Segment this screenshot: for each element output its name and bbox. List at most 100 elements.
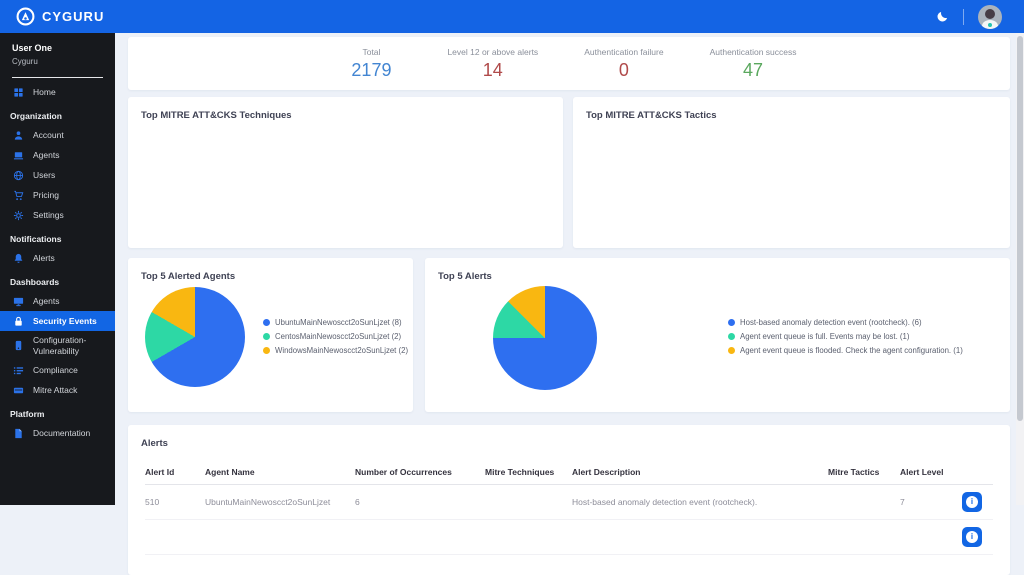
table-cell <box>205 519 355 555</box>
table-row: 510 UbuntuMainNewoscct2oSunLjzet 6 Host-bas… <box>145 484 993 520</box>
dark-mode-moon-icon[interactable] <box>936 10 949 23</box>
bell-icon <box>12 252 24 264</box>
stat-auth-failure: Authentication failure 0 <box>584 47 663 81</box>
sidebar-item-label: Mitre Attack <box>33 384 78 395</box>
sidebar-item-documentation[interactable]: Documentation <box>0 423 115 443</box>
sidebar-header-notifications: Notifications <box>10 234 62 244</box>
alerts-table-body: 510 UbuntuMainNewoscct2oSunLjzet 6 Host-bas… <box>145 484 993 555</box>
top-alerted-agents-panel: Top 5 Alerted Agents UbuntuMainNewoscct2… <box>128 258 413 412</box>
sidebar-item-label: Account <box>33 129 64 140</box>
sidebar-item-compliance[interactable]: Compliance <box>0 360 115 380</box>
legend-dot-icon <box>263 319 270 326</box>
column-header: Number of Occurrences <box>355 459 485 485</box>
laptop-icon <box>12 149 24 161</box>
alert-details-button[interactable]: i <box>962 492 982 512</box>
vertical-scrollbar[interactable] <box>1016 33 1024 505</box>
sidebar-item-alerts[interactable]: Alerts <box>0 248 115 268</box>
legend-dot-icon <box>263 347 270 354</box>
table-row: i <box>145 519 993 555</box>
sidebar-item-label: Agents <box>33 295 60 306</box>
sidebar-item-label: Configuration- Vulnerability <box>33 335 87 356</box>
alerted-agents-legend: UbuntuMainNewoscct2oSunLjzet (8) CentosMa… <box>263 318 408 355</box>
main-content: Total 2179 Level 12 or above alerts 14 A… <box>115 33 1024 575</box>
stats-summary-card: Total 2179 Level 12 or above alerts 14 A… <box>128 37 1010 90</box>
table-cell <box>828 484 900 520</box>
column-header: Alert Id <box>145 459 205 485</box>
sidebar-header-platform: Platform <box>10 409 45 420</box>
top-alerts-pie-chart[interactable] <box>493 286 597 390</box>
alerts-table: Alert Id Agent Name Number of Occurrences M… <box>145 459 993 555</box>
sidebar-item-users[interactable]: Users <box>0 165 115 185</box>
panel-title: Top MITRE ATT&CKS Tactics <box>586 110 717 121</box>
stat-label: Level 12 or above alerts <box>447 46 539 57</box>
column-header: Agent Name <box>205 459 355 485</box>
sidebar-item-label: Compliance <box>33 364 78 375</box>
sidebar-item-settings[interactable]: Settings <box>0 205 115 225</box>
alerts-table-header-row: Alert Id Agent Name Number of Occurrences M… <box>145 459 993 485</box>
stat-label: Total <box>362 46 381 57</box>
legend-item: Agent event queue is flooded. Check the … <box>728 346 963 355</box>
panel-title: Top MITRE ATT&CKS Techniques <box>141 110 292 121</box>
legend-item: Agent event queue is full. Events may be… <box>728 332 963 341</box>
top-navbar: CYGURU <box>0 0 1024 33</box>
mitre-tactics-panel: Top MITRE ATT&CKS Tactics <box>573 97 1010 248</box>
app-logo-icon <box>16 7 35 26</box>
top-alerts-panel: Top 5 Alerts Host-based anomaly detectio… <box>425 258 1010 412</box>
sidebar-user-org: Cyguru <box>12 57 38 66</box>
legend-item: WindowsMainNewoscct2oSunLjzet (2) <box>263 346 408 355</box>
legend-dot-icon <box>728 347 735 354</box>
column-header: Alert Level <box>900 459 962 485</box>
sidebar-item-configuration-vulnerability[interactable]: Configuration- Vulnerability <box>0 331 100 360</box>
scrollbar-thumb[interactable] <box>1017 36 1023 421</box>
legend-label: Agent event queue is full. Events may be… <box>740 332 910 341</box>
top-alerts-legend: Host-based anomaly detection event (root… <box>728 318 963 355</box>
gear-icon <box>12 209 24 221</box>
user-avatar[interactable] <box>978 4 1002 29</box>
mitre-techniques-panel: Top MITRE ATT&CKS Techniques <box>128 97 563 248</box>
sidebar-item-label: Agents <box>33 149 60 160</box>
legend-label: Host-based anomaly detection event (root… <box>740 318 922 327</box>
stat-label: Authentication success <box>709 46 797 57</box>
stat-auth-success: Authentication success 47 <box>710 47 797 81</box>
sidebar-item-dash-agents[interactable]: Agents <box>0 291 115 311</box>
checklist-icon <box>12 364 24 376</box>
table-cell <box>828 519 900 555</box>
legend-label: WindowsMainNewoscct2oSunLjzet (2) <box>275 346 409 355</box>
stat-total: Total 2179 <box>341 47 401 81</box>
legend-label: UbuntuMainNewoscct2oSunLjzet (8) <box>275 318 402 327</box>
column-header: Mitre Techniques <box>485 459 572 485</box>
column-header-actions <box>962 459 993 485</box>
sidebar-item-mitre-attack[interactable]: Mitre Attack <box>0 380 115 400</box>
table-cell <box>355 519 485 555</box>
alert-details-button[interactable]: i <box>962 527 982 547</box>
home-grid-icon <box>12 86 24 98</box>
alerted-agents-pie-chart[interactable] <box>145 287 245 387</box>
sidebar-item-account[interactable]: Account <box>0 125 115 145</box>
sidebar-item-agents[interactable]: Agents <box>0 145 115 165</box>
stat-value: 2179 <box>351 59 392 80</box>
legend-item: Host-based anomaly detection event (root… <box>728 318 963 327</box>
navbar-actions <box>936 4 1024 29</box>
sidebar-item-home[interactable]: Home <box>0 82 115 102</box>
sidebar-item-label: Home <box>33 86 56 97</box>
sidebar-item-pricing[interactable]: Pricing <box>0 185 115 205</box>
stat-label: Authentication failure <box>584 46 664 57</box>
sidebar-item-label: Documentation <box>33 427 91 438</box>
smartphone-icon <box>12 340 24 352</box>
sidebar-user-block: User One Cyguru <box>0 33 115 68</box>
mitre-grid-icon <box>12 384 24 396</box>
sidebar-header-dashboards: Dashboards <box>10 277 60 287</box>
table-cell: 6 <box>355 484 485 520</box>
legend-label: CentosMainNewoscct2oSunLjzet (2) <box>275 332 402 341</box>
app-title: CYGURU <box>42 9 105 24</box>
table-cell-actions: i <box>962 519 993 555</box>
column-header: Alert Description <box>572 459 828 485</box>
stat-value: 14 <box>482 59 503 80</box>
sidebar-header-organization: Organization <box>10 111 62 121</box>
alerts-table-title: Alerts <box>141 438 168 449</box>
table-cell <box>485 519 572 555</box>
sidebar-divider <box>12 77 103 78</box>
table-cell-actions: i <box>962 484 993 520</box>
sidebar-item-label: Security Events <box>33 315 97 326</box>
sidebar-item-security-events[interactable]: Security Events <box>0 311 115 331</box>
